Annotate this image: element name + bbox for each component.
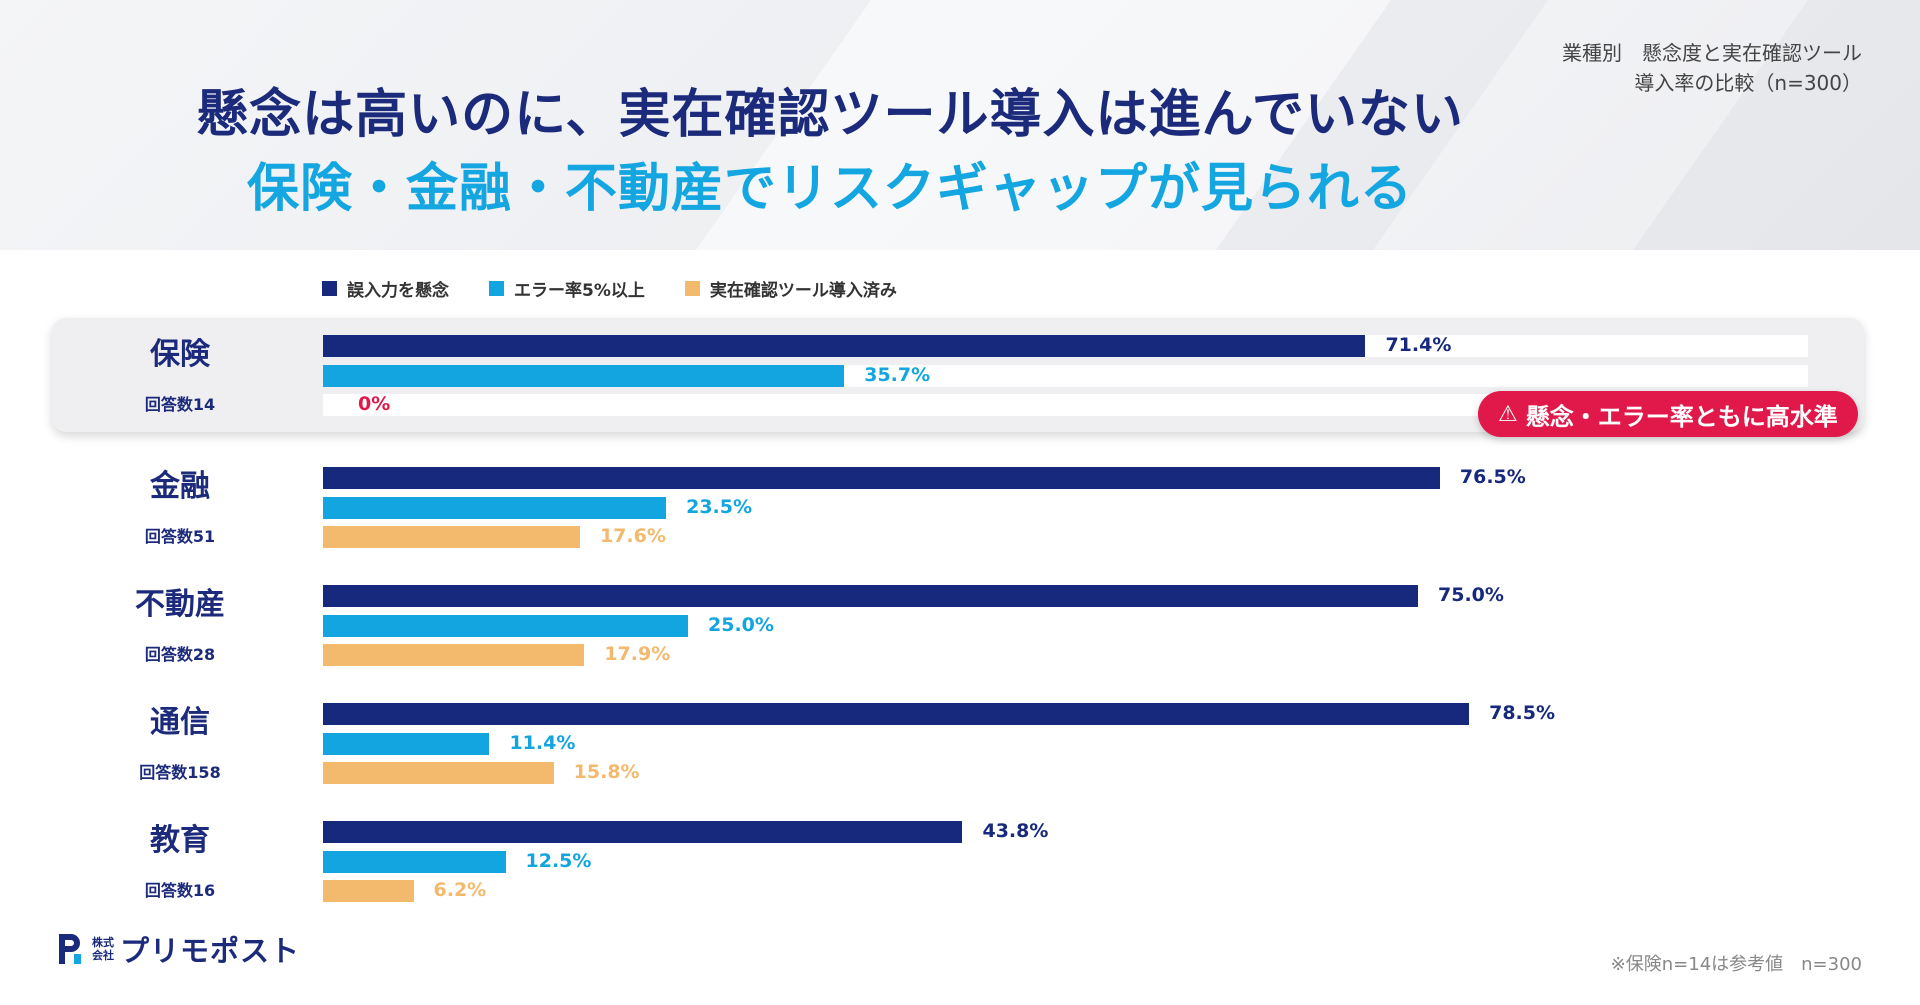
page-title: 懸念は高いのに、実在確認ツール導入は進んでいない (196, 85, 1464, 145)
bar-tool (323, 526, 580, 548)
legend-item-concern: 誤入力を懸念 (322, 276, 449, 301)
category-label: 通信 (150, 705, 210, 740)
bar-error (323, 496, 667, 519)
bar-tool (323, 762, 554, 784)
bar-concern (323, 335, 1366, 357)
legend-label: 実在確認ツール導入済み (709, 281, 897, 301)
logo-mark-icon (59, 934, 81, 964)
data-label: 71.4% (1385, 334, 1452, 356)
data-label: 0% (358, 393, 391, 415)
warning-badge-text: 懸念・エラー率ともに高水準 (1525, 402, 1838, 431)
category-response-count: 回答数28 (144, 645, 216, 664)
category-response-count: 回答数14 (144, 395, 216, 414)
bar-concern (323, 703, 1470, 725)
company-logo: 株式 会社 プリモポスト (56, 928, 300, 970)
data-label: 43.8% (982, 820, 1049, 842)
data-label: 25.0% (708, 613, 774, 636)
data-label: 76.5% (1459, 466, 1526, 488)
data-label: 17.9% (604, 643, 671, 665)
warning-triangle-icon: ⚠ (1498, 401, 1518, 427)
category-response-count: 回答数51 (144, 527, 216, 546)
legend-swatch (489, 281, 504, 296)
chart-description: 業種別 懸念度と実在確認ツール 導入率の比較（n=300） (1502, 38, 1862, 98)
category-label: 不動産 (135, 587, 225, 622)
bar-track (323, 394, 1808, 416)
data-label: 15.8% (573, 761, 640, 783)
data-label: 78.5% (1489, 702, 1556, 724)
footnote: ※保険n=14は参考値 n=300 (1610, 954, 1862, 975)
bar-tool (323, 644, 585, 666)
logo-company-type: 株式 会社 (92, 936, 114, 962)
category-label: 保険 (150, 337, 210, 372)
legend-label: 誤入力を懸念 (347, 281, 449, 301)
category-response-count: 回答数158 (139, 763, 221, 782)
bar-concern (323, 585, 1418, 607)
chart-description-line1: 業種別 懸念度と実在確認ツール (1562, 41, 1862, 65)
data-label: 23.5% (686, 495, 753, 518)
warning-badge: ⚠ 懸念・エラー率ともに高水準 (1478, 391, 1858, 437)
chart-legend: 誤入力を懸念 エラー率5%以上 実在確認ツール導入済み (322, 276, 897, 301)
legend-swatch (684, 281, 700, 296)
header-banner: 懸念は高いのに、実在確認ツール導入は進んでいない 保険・金融・不動産でリスクギャ… (0, 0, 1920, 250)
bar-error (323, 850, 506, 873)
data-label: 6.2% (433, 879, 487, 901)
data-label: 11.4% (509, 731, 576, 754)
data-label: 12.5% (525, 849, 592, 872)
chart-description-line2: 導入率の比較（n=300） (1634, 71, 1862, 95)
data-label: 75.0% (1438, 584, 1504, 606)
legend-label: エラー率5%以上 (514, 281, 645, 301)
bar-concern (323, 467, 1440, 489)
legend-item-tool: 実在確認ツール導入済み (684, 276, 897, 301)
bar-tool (323, 880, 414, 902)
data-label: 35.7% (864, 363, 931, 386)
logo-small-line2: 会社 (92, 949, 114, 962)
data-label: 17.6% (599, 525, 666, 547)
category-label: 教育 (150, 823, 210, 858)
logo-name: プリモポスト (120, 934, 301, 968)
bar-error (323, 614, 688, 637)
bar-concern (323, 821, 963, 843)
category-response-count: 回答数16 (144, 881, 216, 900)
legend-swatch (322, 281, 337, 296)
category-label: 金融 (150, 469, 210, 504)
page-subtitle: 保険・金融・不動産でリスクギャップが見られる (246, 159, 1413, 219)
bar-error (323, 364, 845, 387)
legend-item-error: エラー率5%以上 (489, 276, 645, 301)
bar-error (323, 732, 490, 755)
logo-small-line1: 株式 (92, 936, 114, 949)
